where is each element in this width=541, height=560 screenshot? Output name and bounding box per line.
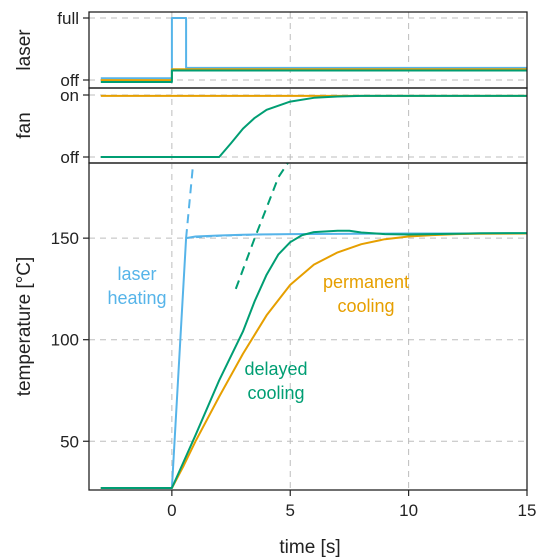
y-axis-title: fan [14,112,35,138]
annotation-text: laser [117,264,156,284]
series-line [100,94,527,158]
y-tick-label: off [60,71,79,90]
x-tick-label: 0 [167,501,176,520]
x-axis-title: time [s] [279,537,340,558]
y-tick-label: 50 [60,432,79,451]
series-line [100,232,528,489]
annotation-text: permanent [323,272,409,292]
y-axis-title: laser [14,29,35,71]
series-line [100,229,528,489]
panel-fan: on off fan [14,86,528,167]
series-line [100,69,527,83]
annotation-text: cooling [247,383,304,403]
y-tick-label: 100 [51,331,79,350]
annotation-text: delayed [244,359,307,379]
x-tick-label: 15 [518,501,537,520]
panel-laser: full off laser [14,9,528,90]
annotation-text: heating [107,288,166,308]
x-tick-label: 10 [399,501,418,520]
y-tick-label: on [60,86,79,105]
series-line [234,162,289,290]
y-tick-label: 150 [51,229,79,248]
series-line [100,17,527,80]
series-line [100,232,527,489]
plot-frame [88,11,528,89]
x-tick-label: 5 [286,501,295,520]
annotations: laser heating permanent cooling delayed cooli… [107,264,409,403]
series-line [185,162,195,239]
annotation-text: cooling [337,296,394,316]
y-tick-label: off [60,148,79,167]
y-tick-label: full [57,9,79,28]
plot-frame [88,162,528,491]
y-axis-title: temperature [°C] [14,257,35,397]
panel-temperature: 50 100 150 temperature [°C] [14,162,528,491]
x-axis: 0 5 10 15 time [s] [167,490,536,558]
